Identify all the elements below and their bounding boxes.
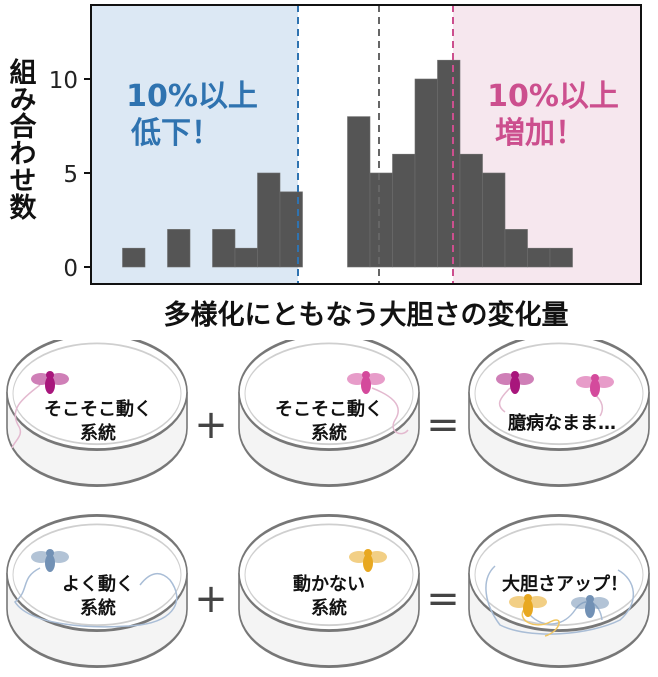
dish-row2-result-label: 大胆さアップ！ [502,573,628,595]
histogram-bars [122,59,573,268]
dish-row1-b-label-line2: 系統 [311,422,347,444]
histogram-bar-13 [392,153,416,268]
histogram-bar-20 [549,247,573,268]
histogram-chart: 0 5 10 組み合わせ数 10%以上 低下！ 10%以上 増加！ 多様化にとも… [5,4,642,331]
y-axis-ticks: 0 5 10 [49,68,91,282]
example-row-2: よく動く 系統 + 動かない 系統 = 大胆さアップ！ [5,513,651,669]
example-row-1: そこそこ動く 系統 + そこそこ動く 系統 = 臆病なまま… [5,340,651,488]
dish-row2-a-label-line1: よく動く [62,573,134,595]
y-tick-label-10: 10 [49,68,78,94]
histogram-bar-17 [482,172,506,268]
y-axis-label: 組み合わせ数 [5,57,37,221]
histogram-bar-8 [279,191,303,268]
histogram-bar-19 [527,247,551,268]
dish-row1-result-label: 臆病なまま… [507,412,616,434]
y-tick-label-0: 0 [63,256,78,282]
histogram-bar-15 [437,59,461,268]
region-high-label-line2: 増加！ [495,116,585,151]
dish-row1-b-label-line1: そこそこ動く [275,398,383,420]
region-low-label-line1: 10%以上 [126,79,258,114]
histogram-bar-1 [122,247,146,268]
x-axis-label: 多様化にともなう大胆さの変化量 [164,299,569,331]
histogram-bar-11 [347,116,371,268]
dish-row1-a-label-line1: そこそこ動く [44,398,152,420]
fly-trail-row2-result-yellow [521,607,560,637]
plot-frame [90,4,642,285]
dish-row2-a-label-line2: 系統 [80,597,116,619]
histogram-bar-12 [369,172,393,268]
equals-sign-row1: = [426,402,460,448]
histogram-bar-5 [212,229,236,268]
histogram-bar-7 [257,172,281,268]
dish-row2-b-label-line2: 系統 [311,597,347,619]
region-high-label-line1: 10%以上 [487,79,619,114]
petri-dish-examples: そこそこ動く 系統 + そこそこ動く 系統 = 臆病なまま… よく動く 系統 + [5,340,651,669]
plus-sign-row1: + [194,402,228,448]
dish-row1-a-label-line2: 系統 [80,422,116,444]
region-low-label-line2: 低下！ [130,116,221,151]
fly-trail-row2-a [13,567,178,628]
histogram-bar-18 [504,229,528,268]
histogram-bar-16 [459,153,483,268]
histogram-bar-6 [234,247,258,268]
histogram-bar-3 [167,229,191,268]
dish-row2-b-label-line1: 動かない [293,573,365,595]
y-tick-label-5: 5 [63,162,78,188]
equals-sign-row2: = [426,576,460,622]
histogram-bar-14 [414,78,438,268]
fly-trail-row1-b [371,387,409,435]
fly-trail-row1-a [11,384,41,449]
plus-sign-row2: + [194,576,228,622]
